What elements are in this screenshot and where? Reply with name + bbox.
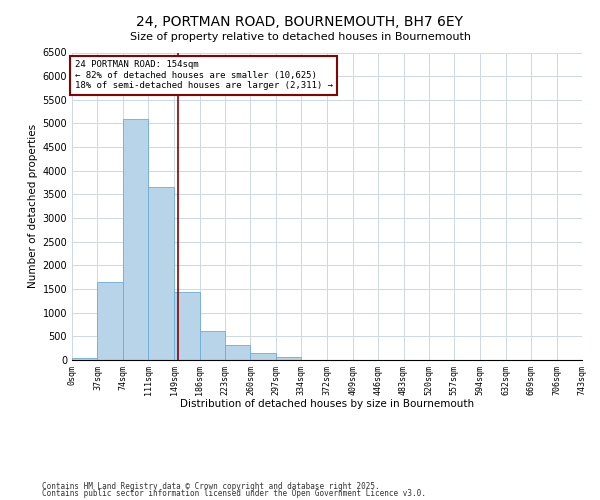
Bar xyxy=(123,118,148,360)
Y-axis label: Number of detached properties: Number of detached properties xyxy=(28,124,38,288)
X-axis label: Distribution of detached houses by size in Bournemouth: Distribution of detached houses by size … xyxy=(180,399,474,409)
Bar xyxy=(276,357,301,360)
Bar xyxy=(148,188,173,360)
Bar xyxy=(200,330,225,360)
Bar xyxy=(250,353,276,360)
Bar xyxy=(174,292,200,360)
Bar xyxy=(72,358,97,360)
Text: Size of property relative to detached houses in Bournemouth: Size of property relative to detached ho… xyxy=(130,32,470,42)
Text: 24, PORTMAN ROAD, BOURNEMOUTH, BH7 6EY: 24, PORTMAN ROAD, BOURNEMOUTH, BH7 6EY xyxy=(137,15,464,29)
Bar xyxy=(97,282,123,360)
Bar xyxy=(225,346,250,360)
Text: Contains public sector information licensed under the Open Government Licence v3: Contains public sector information licen… xyxy=(42,489,426,498)
Text: Contains HM Land Registry data © Crown copyright and database right 2025.: Contains HM Land Registry data © Crown c… xyxy=(42,482,380,491)
Text: 24 PORTMAN ROAD: 154sqm
← 82% of detached houses are smaller (10,625)
18% of sem: 24 PORTMAN ROAD: 154sqm ← 82% of detache… xyxy=(74,60,332,90)
